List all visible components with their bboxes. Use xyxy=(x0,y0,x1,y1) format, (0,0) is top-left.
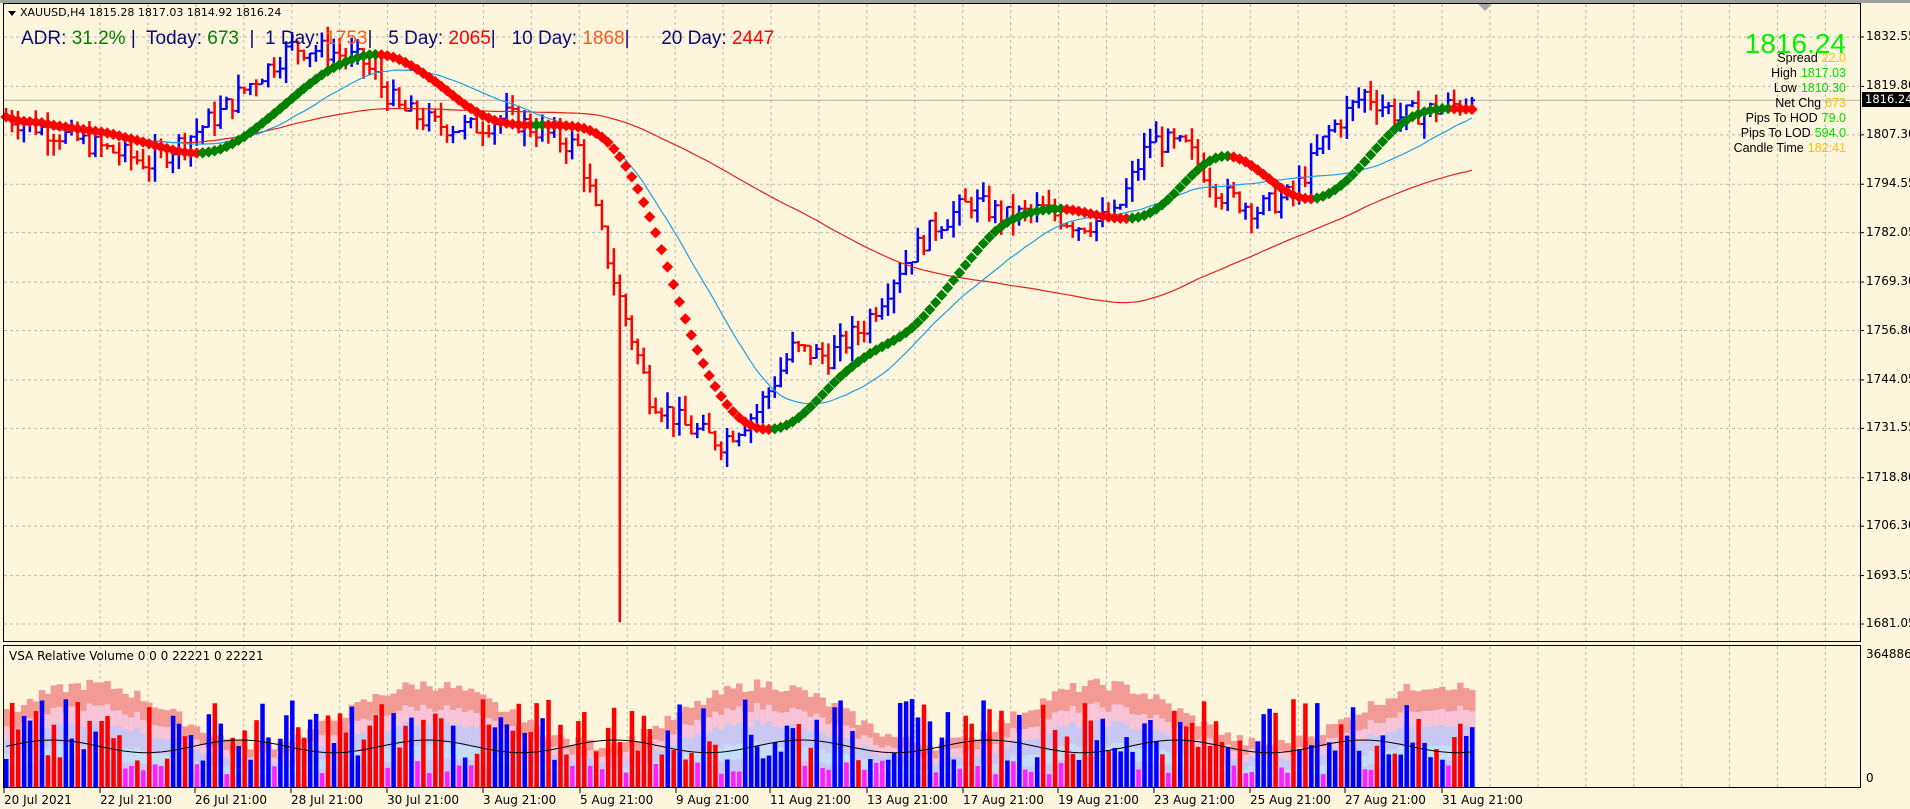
time-tick-label: 19 Aug 21:00 xyxy=(1058,793,1139,807)
time-tick-label: 9 Aug 21:00 xyxy=(676,793,750,807)
info-current-price: 1816.24 xyxy=(1744,28,1846,59)
time-tick-label: 23 Aug 21:00 xyxy=(1154,793,1235,807)
adr-value: 31.2% xyxy=(71,28,126,49)
separator: | xyxy=(238,28,266,49)
one-day-label: 1 Day: xyxy=(265,28,326,49)
info-row-candle-time: Candle Time 182:41 xyxy=(1734,141,1846,155)
info-row-pips-to-hod: Pips To HOD 79.0 xyxy=(1746,111,1846,125)
info-value: 79.0 xyxy=(1821,111,1846,125)
price-tick-label: 1769.30 xyxy=(1866,274,1910,289)
volume-panel-frame xyxy=(3,645,1861,788)
one-day-value: 1753 xyxy=(325,28,368,49)
time-tick-label: 5 Aug 21:00 xyxy=(580,793,654,807)
price-tick-label: 1744.05 xyxy=(1866,371,1910,386)
chart-shift-marker[interactable] xyxy=(1478,4,1492,11)
time-tick-label: 13 Aug 21:00 xyxy=(867,793,948,807)
ten-day-value: 1868 xyxy=(582,28,625,49)
separator: | xyxy=(624,28,662,49)
info-value: 22.0 xyxy=(1821,51,1846,65)
separator: | xyxy=(490,28,512,49)
time-tick-label: 30 Jul 21:00 xyxy=(387,793,459,807)
time-tick-label: 3 Aug 21:00 xyxy=(483,793,557,807)
price-tick-label: 1782.05 xyxy=(1866,224,1910,239)
dropdown-triangle-icon[interactable] xyxy=(8,10,16,16)
five-day-label: 5 Day: xyxy=(388,28,449,49)
info-value: 594.0 xyxy=(1814,126,1846,140)
separator: | xyxy=(367,28,389,49)
time-tick-label: 20 Jul 2021 xyxy=(4,793,72,807)
price-tick-label: 1731.55 xyxy=(1866,420,1910,435)
info-key: Spread xyxy=(1777,51,1818,65)
info-row-spread: Spread 22.0 xyxy=(1777,51,1846,65)
time-tick-label: 31 Aug 21:00 xyxy=(1442,793,1523,807)
today-value: 673 xyxy=(207,28,239,49)
volume-axis-min: 0 xyxy=(1866,771,1874,785)
adr-label: ADR: xyxy=(21,28,72,49)
ten-day-label: 10 Day: xyxy=(511,28,583,49)
time-tick-label: 26 Jul 21:00 xyxy=(195,793,267,807)
main-chart-frame xyxy=(3,3,1861,642)
price-tick-label: 1794.55 xyxy=(1866,176,1910,191)
symbol-ohlc-text: XAUUSD,H4 1815.28 1817.03 1814.92 1816.2… xyxy=(20,6,282,19)
separator: | xyxy=(125,28,146,49)
info-value: 673 xyxy=(1825,96,1846,110)
today-label: Today: xyxy=(146,28,208,49)
time-tick-label: 28 Jul 21:00 xyxy=(291,793,363,807)
time-tick-label: 25 Aug 21:00 xyxy=(1250,793,1331,807)
volume-indicator-title: VSA Relative Volume 0 0 0 22221 0 22221 xyxy=(9,649,264,663)
info-value: 1810.30 xyxy=(1800,81,1846,95)
price-tick-label: 1756.80 xyxy=(1866,322,1910,337)
info-value: 182:41 xyxy=(1807,141,1846,155)
twenty-day-label: 20 Day: xyxy=(661,28,732,49)
time-tick-label: 11 Aug 21:00 xyxy=(770,793,851,807)
symbol-ohlc-line: XAUUSD,H4 1815.28 1817.03 1814.92 1816.2… xyxy=(8,6,281,19)
price-tick-label: 1693.55 xyxy=(1866,567,1910,582)
time-tick-label: 22 Jul 21:00 xyxy=(100,793,172,807)
time-tick-label: 17 Aug 21:00 xyxy=(963,793,1044,807)
twenty-day-value: 2447 xyxy=(731,28,775,49)
price-tick-label: 1807.30 xyxy=(1866,126,1910,141)
info-key: Pips To HOD xyxy=(1745,111,1818,125)
five-day-value: 2065 xyxy=(448,28,491,49)
info-key: Net Chg xyxy=(1775,96,1822,110)
info-key: Pips To LOD xyxy=(1740,126,1811,140)
info-row-low: Low 1810.30 xyxy=(1774,81,1846,95)
current-price-tag: 1816.24 xyxy=(1862,92,1910,107)
price-tick-label: 1832.55 xyxy=(1866,29,1910,43)
info-key: High xyxy=(1771,66,1797,80)
window-top-border xyxy=(0,0,1910,3)
price-tick-label: 1681.05 xyxy=(1866,616,1910,630)
info-key: Low xyxy=(1773,81,1797,95)
price-tick-label: 1718.80 xyxy=(1866,469,1910,484)
price-tick-label: 1819.80 xyxy=(1866,78,1910,93)
info-value: 1817.03 xyxy=(1800,66,1846,80)
info-row-high: High 1817.03 xyxy=(1771,66,1846,80)
adr-indicator-line: ADR: 31.2% | Today: 673 | 1 Day: 1753| 5… xyxy=(21,28,774,50)
price-tick-label: 1706.30 xyxy=(1866,518,1910,533)
volume-axis-max: 364886 xyxy=(1866,647,1910,661)
info-row-net-chg: Net Chg 673 xyxy=(1775,96,1846,110)
info-key: Candle Time xyxy=(1733,141,1804,155)
info-row-pips-to-lod: Pips To LOD 594.0 xyxy=(1741,126,1846,140)
time-tick-label: 27 Aug 21:00 xyxy=(1345,793,1426,807)
